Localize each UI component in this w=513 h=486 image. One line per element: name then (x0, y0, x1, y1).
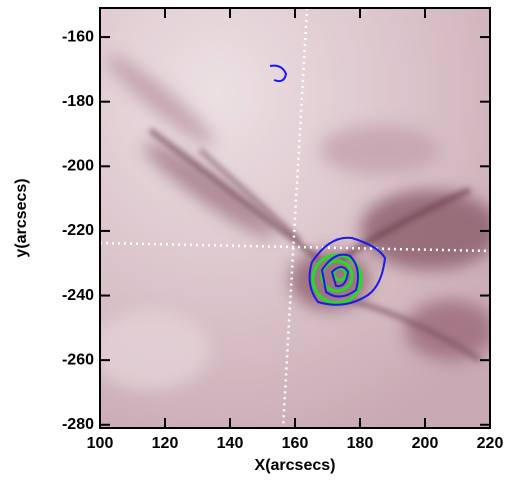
x-tick-label: 220 (477, 435, 504, 452)
y-tick-label: -240 (62, 287, 94, 304)
y-tick-label: -200 (62, 158, 94, 175)
x-tick-label: 140 (217, 435, 244, 452)
x-tick-label: 180 (347, 435, 374, 452)
crosshair-vertical (281, 8, 309, 428)
crosshair-horizontal (100, 241, 490, 253)
y-tick-label: -160 (62, 28, 94, 45)
x-tick-label: 100 (87, 435, 114, 452)
y-tick-label: -180 (62, 93, 94, 110)
x-axis-label: X(arcsecs) (255, 457, 336, 474)
y-tick-label: -280 (62, 416, 94, 433)
x-tick-label: 160 (282, 435, 309, 452)
x-tick-label: 120 (152, 435, 179, 452)
solar-image (100, 8, 490, 428)
contours (269, 64, 387, 306)
x-tick-label: 200 (412, 435, 439, 452)
y-tick-label: -220 (62, 222, 94, 239)
y-tick-label: -260 (62, 351, 94, 368)
y-axis-label: y(arcsecs) (13, 178, 30, 257)
